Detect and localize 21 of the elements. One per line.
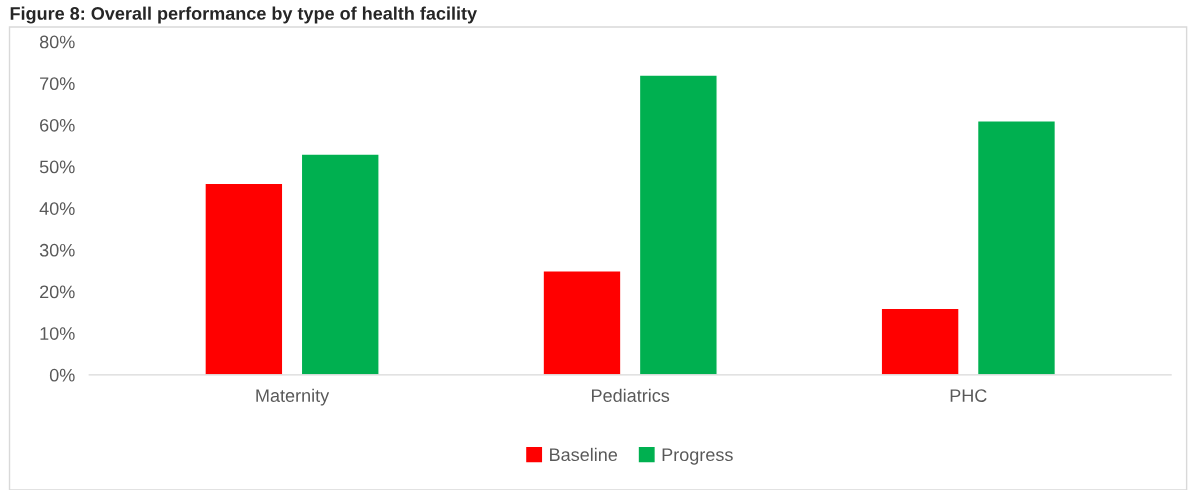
y-tick-label: 40% [39, 202, 75, 215]
bar [300, 153, 380, 375]
y-tick-label: 10% [40, 327, 75, 340]
y-tick-label: 60% [40, 118, 75, 132]
bar [542, 270, 622, 375]
y-tick-label: 50% [39, 160, 75, 174]
y-tick-label: 20% [40, 285, 75, 299]
chart-title: Figure 8: Overall performance by type of health facility [10, 6, 477, 24]
legend-label: Progress [662, 448, 733, 465]
x-tick-label: Maternity [256, 388, 330, 406]
y-tick-label: 30% [39, 243, 75, 257]
x-tick-label: PHC [950, 389, 987, 402]
y-tick-label: 0% [49, 368, 75, 382]
y-tick-label: 80% [39, 35, 75, 49]
y-tick-label: 70% [40, 77, 75, 91]
legend-label: Baseline [550, 447, 618, 462]
bar [976, 120, 1057, 375]
x-tick-label: Pediatrics [592, 388, 670, 402]
bar [880, 307, 960, 375]
bar [638, 74, 718, 375]
bar [204, 182, 284, 375]
